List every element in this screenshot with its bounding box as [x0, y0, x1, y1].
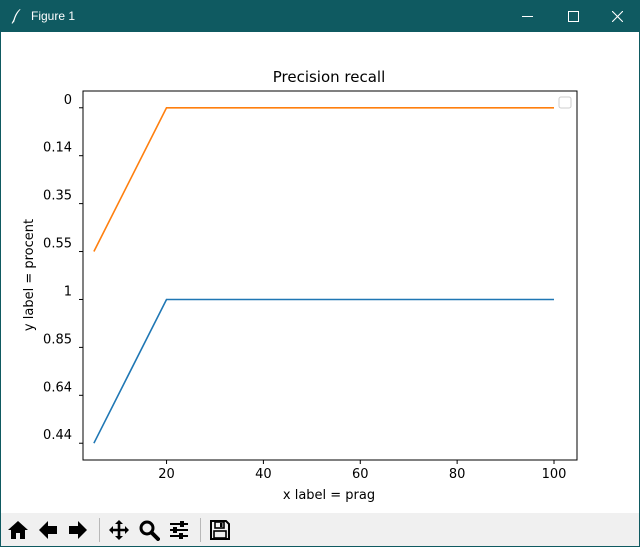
x-axis: 20 40 60 80 100 — [158, 460, 566, 482]
pan-button[interactable] — [106, 516, 132, 544]
maximize-button[interactable] — [551, 1, 597, 32]
navigation-toolbar — [1, 513, 639, 546]
configure-subplots-button[interactable] — [166, 516, 192, 544]
y-tick-label: 0.85 — [43, 332, 72, 347]
x-tick-label: 20 — [158, 467, 175, 482]
y-tick-label: 0.14 — [43, 141, 72, 156]
legend-box — [558, 96, 572, 109]
series-line-2 — [93, 107, 554, 252]
minimize-button[interactable] — [505, 1, 551, 32]
toolbar-separator — [99, 518, 100, 542]
arrow-left-icon — [39, 521, 57, 539]
floppy-disk-icon — [210, 520, 230, 540]
close-icon — [612, 11, 623, 22]
close-button[interactable] — [595, 1, 639, 32]
toolbar-separator — [200, 518, 201, 542]
save-button[interactable] — [207, 516, 233, 544]
zoom-button[interactable] — [136, 516, 162, 544]
x-tick-label: 60 — [352, 467, 369, 482]
y-tick-label: 0.44 — [43, 428, 72, 443]
y-tick-label: 0.35 — [43, 189, 72, 204]
window-title: Figure 1 — [31, 9, 76, 23]
home-button[interactable] — [5, 516, 31, 544]
y-tick-label: 0.55 — [43, 237, 72, 252]
series-lines — [93, 107, 554, 444]
y-tick-label: 1 — [64, 284, 72, 299]
x-tick-label: 80 — [449, 467, 466, 482]
minimize-icon — [522, 16, 533, 17]
move-icon — [109, 520, 129, 540]
series-line-1 — [93, 298, 554, 444]
arrow-right-icon — [69, 521, 87, 539]
magnifier-icon — [139, 520, 160, 541]
maximize-icon — [568, 11, 579, 22]
figure-canvas[interactable]: Precision recall 20 40 60 80 100 0.44 0.64 0.8… — [1, 32, 639, 513]
x-axis-label: x label = prag — [283, 488, 375, 503]
title-bar[interactable]: Figure 1 — [1, 1, 639, 32]
x-tick-label: 100 — [542, 467, 567, 482]
home-icon — [8, 521, 28, 539]
y-tick-label: 0.64 — [43, 380, 72, 395]
chart[interactable]: Precision recall 20 40 60 80 100 0.44 0.64 0.8… — [1, 32, 639, 513]
y-axis: 0.44 0.64 0.85 1 0.55 0.35 0.14 0 — [43, 93, 83, 444]
forward-button[interactable] — [65, 516, 91, 544]
x-tick-label: 40 — [255, 467, 272, 482]
back-button[interactable] — [35, 516, 61, 544]
feather-icon — [11, 9, 21, 24]
sliders-icon — [170, 521, 188, 539]
y-axis-label: y label = procent — [22, 219, 37, 331]
chart-title: Precision recall — [273, 68, 386, 86]
y-tick-label: 0 — [64, 93, 72, 108]
plot-area[interactable] — [82, 90, 578, 461]
